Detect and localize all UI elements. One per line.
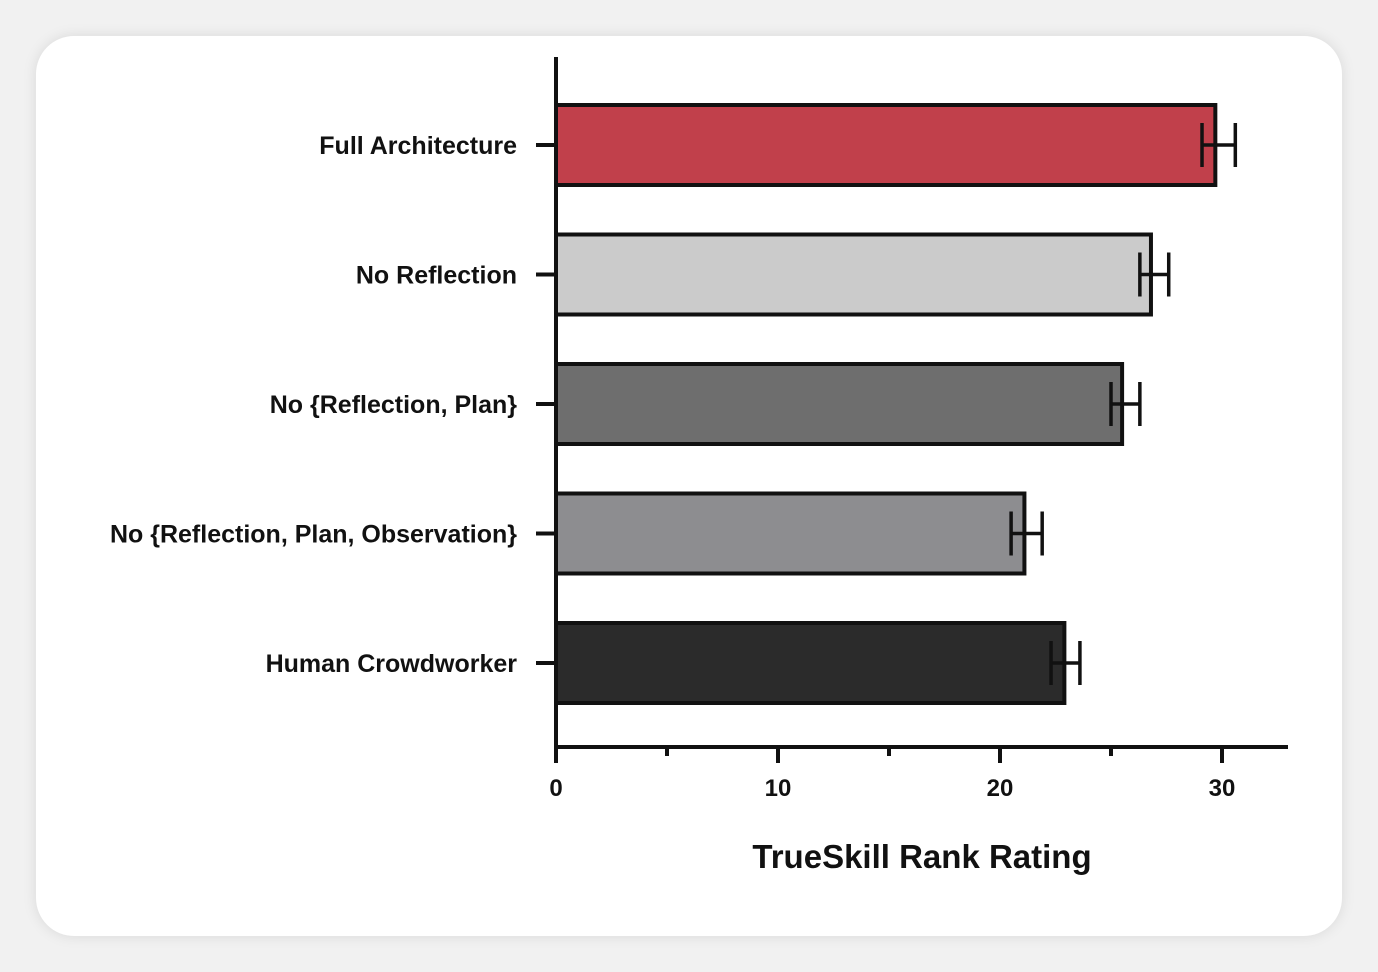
x-tick-label-3: 30 xyxy=(1209,775,1236,802)
bars-group xyxy=(554,103,1218,705)
bar-0 xyxy=(554,103,1218,187)
x-tick-label-1: 10 xyxy=(765,775,792,802)
category-label-0: Full Architecture xyxy=(319,132,517,160)
bar-2 xyxy=(554,362,1125,446)
axes-group xyxy=(536,57,1288,763)
labels-group: Full Architecture No Reflection No {Reflec… xyxy=(110,132,1235,802)
category-label-3: No {Reflection, Plan, Observation} xyxy=(110,521,517,549)
bar-4 xyxy=(554,621,1067,705)
error-bars-group xyxy=(1009,123,1238,685)
bar-3 xyxy=(554,491,1027,576)
x-axis-title: TrueSkill Rank Rating xyxy=(752,838,1091,875)
x-tick-label-2: 20 xyxy=(987,775,1014,802)
category-label-1: No Reflection xyxy=(356,262,517,290)
category-label-2: No {Reflection, Plan} xyxy=(270,391,518,419)
x-tick-label-0: 0 xyxy=(549,775,562,802)
category-label-4: Human Crowdworker xyxy=(266,650,518,678)
bar-1 xyxy=(554,232,1153,317)
